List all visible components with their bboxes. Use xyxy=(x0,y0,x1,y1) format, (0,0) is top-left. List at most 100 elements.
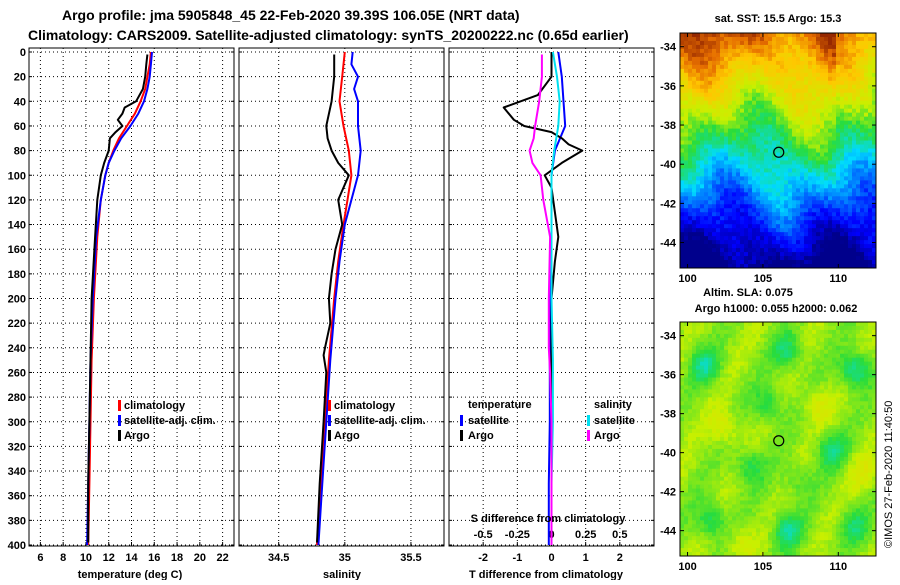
map-cell xyxy=(692,220,697,225)
map-cell xyxy=(708,342,713,347)
map-cell xyxy=(732,461,737,466)
map-cell xyxy=(724,208,729,213)
map-lat-label: -34 xyxy=(660,42,677,54)
map-cell xyxy=(684,461,689,466)
map-cell xyxy=(844,236,849,241)
map-cell xyxy=(812,429,817,434)
map-cell xyxy=(688,236,693,241)
map-cell xyxy=(744,354,749,359)
map-cell xyxy=(816,77,821,82)
map-cell xyxy=(796,240,801,245)
map-cell xyxy=(700,236,705,241)
map-cell xyxy=(824,240,829,245)
map-cell xyxy=(724,117,729,122)
map-cell xyxy=(860,45,865,50)
map-cell xyxy=(736,425,741,430)
map-cell xyxy=(780,326,785,331)
map-cell xyxy=(816,204,821,209)
map-cell xyxy=(692,429,697,434)
map-cell xyxy=(780,164,785,169)
map-cell xyxy=(740,453,745,458)
map-cell xyxy=(700,252,705,257)
map-cell xyxy=(700,437,705,442)
map-cell xyxy=(856,354,861,359)
map-cell xyxy=(800,453,805,458)
map-cell xyxy=(852,342,857,347)
map-cell xyxy=(772,204,777,209)
map-cell xyxy=(716,85,721,90)
map-cell xyxy=(700,101,705,106)
map-cell xyxy=(692,346,697,351)
map-cell xyxy=(696,216,701,221)
map-cell xyxy=(852,168,857,173)
map-cell xyxy=(852,409,857,414)
map-cell xyxy=(740,228,745,233)
map-cell xyxy=(800,413,805,418)
map-cell xyxy=(828,346,833,351)
map-cell xyxy=(704,160,709,165)
map-cell xyxy=(844,334,849,339)
map-cell xyxy=(792,81,797,86)
map-cell xyxy=(752,409,757,414)
map-cell xyxy=(816,393,821,398)
map-cell xyxy=(800,326,805,331)
map-cell xyxy=(748,41,753,46)
map-cell xyxy=(696,37,701,42)
map-cell xyxy=(804,457,809,462)
map-cell xyxy=(820,145,825,150)
map-cell xyxy=(780,184,785,189)
map-cell xyxy=(740,160,745,165)
map-cell xyxy=(804,401,809,406)
map-cell xyxy=(828,137,833,142)
map-cell xyxy=(828,89,833,94)
map-cell xyxy=(772,160,777,165)
map-cell xyxy=(736,244,741,249)
map-cell xyxy=(720,252,725,257)
map-cell xyxy=(768,65,773,70)
map-cell xyxy=(728,232,733,237)
map-cell xyxy=(832,417,837,422)
map-cell xyxy=(760,184,765,189)
map-cell xyxy=(764,152,769,157)
map-cell xyxy=(720,366,725,371)
map-cell xyxy=(684,425,689,430)
map-cell xyxy=(728,149,733,154)
map-cell xyxy=(692,192,697,197)
map-cell xyxy=(808,370,813,375)
map-cell xyxy=(820,101,825,106)
map-cell xyxy=(848,232,853,237)
map-cell xyxy=(696,244,701,249)
map-cell xyxy=(764,216,769,221)
map-cell xyxy=(748,441,753,446)
map-cell xyxy=(728,192,733,197)
map-cell xyxy=(740,53,745,58)
map-cell xyxy=(696,405,701,410)
map-cell xyxy=(808,401,813,406)
map-cell xyxy=(720,164,725,169)
map-cell xyxy=(820,425,825,430)
map-cell xyxy=(824,65,829,70)
map-cell xyxy=(864,109,869,114)
map-cell xyxy=(780,172,785,177)
map-cell xyxy=(856,77,861,82)
map-cell xyxy=(812,224,817,229)
s-difference-label: S difference from climatology xyxy=(471,513,627,525)
map-cell xyxy=(684,145,689,150)
map-cell xyxy=(708,453,713,458)
map-cell xyxy=(820,393,825,398)
map-cell xyxy=(720,354,725,359)
map-cell xyxy=(708,125,713,130)
map-cell xyxy=(788,41,793,46)
map-cell xyxy=(680,362,685,367)
map-cell xyxy=(792,389,797,394)
map-cell xyxy=(772,89,777,94)
map-cell xyxy=(696,97,701,102)
map-cell xyxy=(740,204,745,209)
map-cell xyxy=(752,354,757,359)
map-cell xyxy=(776,176,781,181)
map-cell xyxy=(728,358,733,363)
map-cell xyxy=(696,129,701,134)
map-cell xyxy=(860,145,865,150)
map-cell xyxy=(720,145,725,150)
map-cell xyxy=(772,409,777,414)
